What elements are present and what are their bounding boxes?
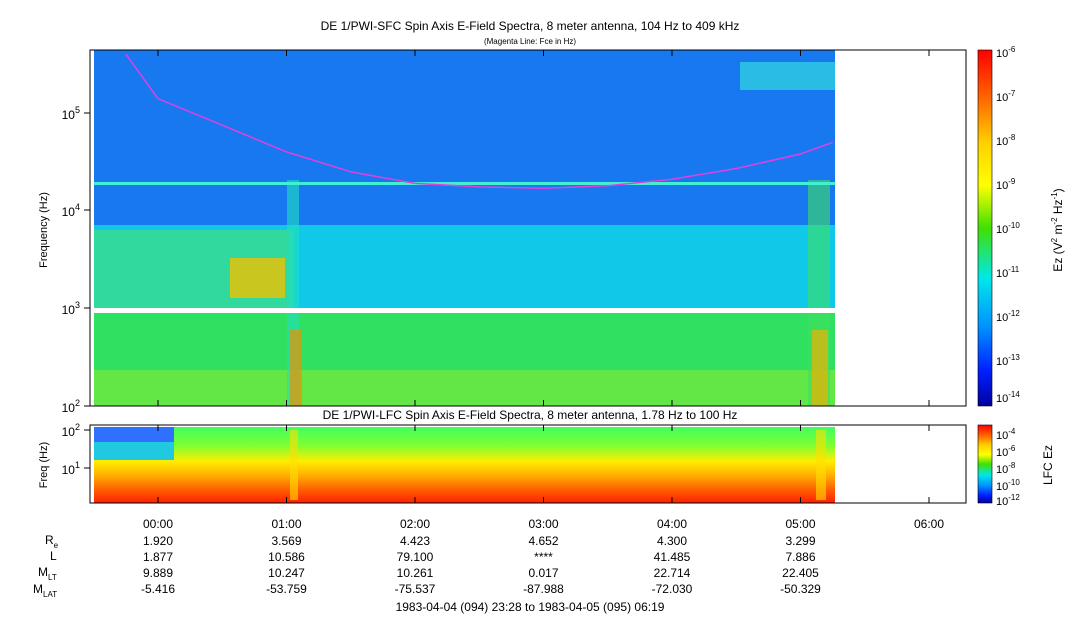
lfc-spectrogram bbox=[94, 427, 835, 503]
lfc-colorbar: 10-4 10-6 10-8 10-10 10-12 LFC Ez bbox=[977, 424, 1055, 508]
time-tick-label: 05:00 bbox=[785, 517, 815, 531]
ephemeris-value: 3.569 bbox=[271, 534, 301, 548]
sfc-cb-tick: 10-9 bbox=[996, 177, 1016, 192]
sfc-upper-emission bbox=[740, 62, 835, 90]
sfc-colorbar: 10-6 10-7 10-8 10-9 10-10 10-11 10-12 10… bbox=[977, 45, 1065, 407]
ephemeris-value: **** bbox=[534, 550, 553, 564]
ephemeris-value: 7.886 bbox=[785, 550, 815, 564]
fce-line bbox=[125, 53, 833, 189]
ephemeris-value: 10.261 bbox=[397, 566, 434, 580]
time-tick-label: 06:00 bbox=[914, 517, 944, 531]
ephemeris-value: 0.017 bbox=[528, 566, 558, 580]
ephemeris-value: 4.423 bbox=[400, 534, 430, 548]
sfc-cb-tick: 10-14 bbox=[996, 390, 1020, 405]
sfc-y-tick-label: 105 bbox=[62, 105, 80, 122]
ephemeris-value: -75.537 bbox=[395, 582, 436, 596]
ephemeris-value: 10.247 bbox=[268, 566, 305, 580]
ephem-label-mlt: MLT bbox=[38, 565, 57, 582]
ephem-label-mlat: MLAT bbox=[33, 582, 57, 599]
ephemeris-value: -53.759 bbox=[266, 582, 307, 596]
time-tick-label: 02:00 bbox=[400, 517, 430, 531]
lfc-title: DE 1/PWI-LFC Spin Axis E-Field Spectra, … bbox=[323, 408, 738, 422]
time-tick-label: 01:00 bbox=[271, 517, 301, 531]
lfc-low-band bbox=[94, 442, 174, 460]
ephem-label-re: Re bbox=[45, 533, 59, 550]
sfc-data-gap bbox=[94, 308, 835, 313]
lfc-cb-tick: 10-10 bbox=[996, 478, 1020, 493]
sfc-cb-tick: 10-13 bbox=[996, 353, 1020, 368]
lfc-emission-strip bbox=[290, 430, 298, 500]
lfc-y-axis: 102 101 Freq (Hz) bbox=[38, 422, 90, 488]
sfc-band-lowest bbox=[94, 370, 835, 406]
lfc-ylabel: Freq (Hz) bbox=[38, 442, 50, 488]
time-tick-label: 04:00 bbox=[657, 517, 687, 531]
sfc-cb-tick: 10-8 bbox=[996, 133, 1016, 148]
sfc-y-tick-label: 103 bbox=[62, 300, 80, 317]
lfc-emission-strip bbox=[816, 430, 826, 500]
lfc-cb-tick: 10-8 bbox=[996, 461, 1016, 476]
sfc-subtitle: (Magenta Line: Fce in Hz) bbox=[484, 37, 576, 46]
ephemeris-value: -87.988 bbox=[523, 582, 564, 596]
sfc-title: DE 1/PWI-SFC Spin Axis E-Field Spectra, … bbox=[321, 19, 740, 33]
ephemeris-value: 10.586 bbox=[268, 550, 305, 564]
sfc-burst-b bbox=[290, 330, 302, 406]
ephemeris-value: 4.300 bbox=[657, 534, 687, 548]
ephemeris-value: 79.100 bbox=[397, 550, 434, 564]
ephemeris-value: 41.485 bbox=[654, 550, 691, 564]
time-axis-ticks bbox=[157, 50, 930, 503]
sfc-cb-tick: 10-12 bbox=[996, 309, 1020, 324]
lfc-cb-tick: 10-4 bbox=[996, 427, 1016, 442]
sfc-plot-frame bbox=[89, 49, 967, 407]
sfc-burst-d bbox=[812, 330, 828, 406]
sfc-colorbar-label: Ez (V2 m-2 Hz-1) bbox=[1050, 188, 1065, 271]
sfc-y-tick-label: 104 bbox=[62, 202, 80, 219]
sfc-cb-tick: 10-10 bbox=[996, 221, 1020, 236]
ephemeris-value: 4.652 bbox=[528, 534, 558, 548]
lfc-low-band bbox=[94, 427, 174, 442]
ephemeris-value: 9.889 bbox=[143, 566, 173, 580]
ephemeris-value: -72.030 bbox=[652, 582, 693, 596]
sfc-cb-tick: 10-11 bbox=[996, 265, 1020, 280]
ephemeris-labels: Re L MLT MLAT bbox=[33, 533, 59, 599]
lfc-plot-frame bbox=[89, 424, 967, 504]
ephemeris-value: -5.416 bbox=[141, 582, 175, 596]
sfc-colorbar-bar bbox=[977, 49, 993, 407]
time-axis-labels: 00:00 01:00 02:00 03:00 04:00 05:00 06:00 bbox=[143, 517, 944, 531]
time-range-label: 1983-04-04 (094) 23:28 to 1983-04-05 (09… bbox=[396, 600, 665, 614]
ephemeris-value: -50.329 bbox=[780, 582, 821, 596]
time-tick-label: 03:00 bbox=[528, 517, 558, 531]
sfc-emission-patch bbox=[230, 258, 285, 298]
sfc-y-tick-label: 102 bbox=[62, 398, 80, 415]
lfc-y-tick-label: 102 bbox=[62, 422, 80, 439]
ephemeris-value: 22.405 bbox=[782, 566, 819, 580]
lfc-y-tick-label: 101 bbox=[62, 460, 80, 477]
sfc-ylabel: Frequency (Hz) bbox=[38, 192, 50, 268]
ephemeris-value: 1.920 bbox=[143, 534, 173, 548]
ephemeris-value: 1.877 bbox=[143, 550, 173, 564]
lfc-colorbar-label: LFC Ez bbox=[1041, 445, 1055, 485]
ephem-label-l: L bbox=[50, 549, 57, 563]
sfc-cyan-line bbox=[94, 182, 835, 185]
lfc-colorbar-bar bbox=[977, 424, 993, 504]
ephemeris-values: 1.920 3.569 4.423 4.652 4.300 3.299 1.877 10.58… bbox=[141, 534, 821, 596]
sfc-y-axis: 105 104 103 102 Frequency (Hz) bbox=[38, 105, 90, 415]
sfc-spectrogram bbox=[94, 50, 835, 406]
sfc-cb-tick: 10-7 bbox=[996, 89, 1016, 104]
lfc-cb-tick: 10-6 bbox=[996, 444, 1016, 459]
sfc-band-high bbox=[94, 50, 835, 225]
ephemeris-value: 3.299 bbox=[785, 534, 815, 548]
lfc-spectrum-fill bbox=[94, 427, 835, 503]
ephemeris-value: 22.714 bbox=[654, 566, 691, 580]
sfc-cb-tick: 10-6 bbox=[996, 45, 1016, 60]
lfc-cb-tick: 10-12 bbox=[996, 493, 1020, 508]
time-tick-label: 00:00 bbox=[143, 517, 173, 531]
